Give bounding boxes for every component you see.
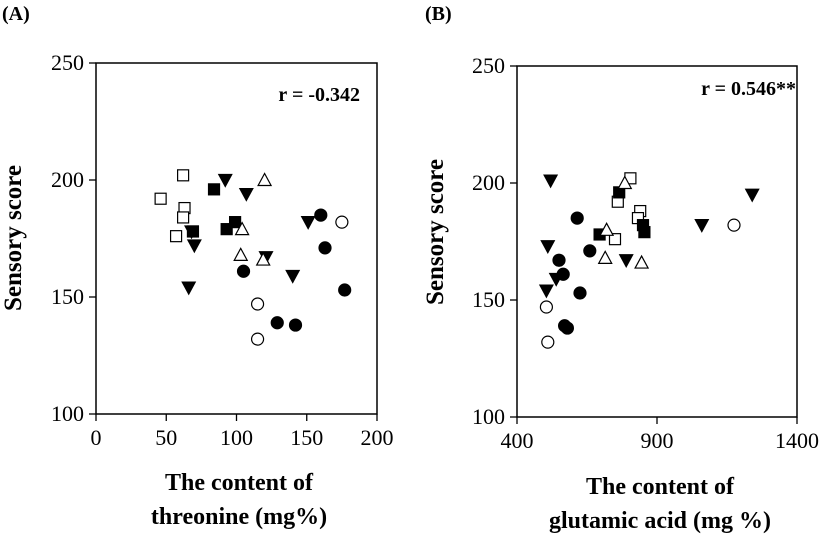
panel-a-point-open-triangle — [255, 251, 271, 266]
panel-a-y-axis-label: Sensory score — [0, 165, 27, 311]
panel-a-point-open-triangle — [233, 247, 249, 261]
panel-a-point-filled-circle — [270, 316, 284, 330]
panel-a-point-filled-triangle-down — [300, 216, 316, 230]
panel-b-x-tick-label: 900 — [641, 428, 674, 453]
panel-b-y-tick-label: 200 — [472, 170, 505, 195]
panel-b-point-open-circle — [539, 300, 554, 314]
panel-b-point-filled-circle — [573, 286, 587, 300]
panel-a-point-filled-square — [220, 223, 233, 236]
panel-a-point-filled-triangle-down — [285, 269, 301, 284]
panel-a-x-tick-label: 200 — [361, 425, 394, 450]
panel-a-x-axis-label-line2: threonine (mg%) — [151, 504, 327, 530]
panel-b-y-tick-label: 150 — [472, 287, 505, 312]
panel-a-point-open-circle — [250, 297, 265, 311]
panel-b-point-open-triangle — [617, 175, 633, 190]
panel-b-point-filled-triangle-down — [538, 284, 554, 299]
panel-b-y-axis-label: Sensory score — [422, 159, 449, 305]
panel-a-point-open-triangle — [257, 172, 273, 187]
panel-b-point-filled-triangle-down — [744, 188, 760, 203]
panel-a-point-filled-circle — [236, 264, 251, 278]
panel-a-point-filled-circle — [318, 241, 332, 255]
panel-a-point-filled-triangle-down — [181, 281, 197, 296]
panel-a-point-filled-triangle-down — [184, 225, 200, 240]
panel-b-point-filled-triangle-down — [618, 254, 634, 268]
panel-b-label: (B) — [425, 3, 452, 25]
panel-a-x-tick-label: 50 — [155, 425, 177, 450]
panel-b-correlation: r = 0.546** — [701, 78, 796, 100]
panel-b-y-tick-label: 100 — [472, 404, 505, 429]
panel-a-label: (A) — [2, 3, 30, 25]
panel-a-x-axis-label-line1: The content of — [165, 470, 314, 496]
panel-a-point-open-circle — [250, 332, 265, 346]
panel-b-point-filled-circle — [583, 244, 597, 258]
panel-b-point-filled-circle — [560, 321, 575, 335]
panel-a-point-filled-square — [228, 216, 242, 229]
panel-a-point-open-square — [177, 169, 190, 182]
panel-a-point-filled-triangle-down — [217, 173, 233, 188]
panel-b-point-filled-triangle-down — [540, 240, 556, 254]
panel-b-points — [538, 172, 760, 349]
panel-b-plot-frame — [516, 65, 798, 418]
panel-a-plot-frame — [95, 62, 378, 415]
panel-b-y-tick-label: 250 — [472, 53, 505, 78]
panel-b-point-filled-circle — [570, 211, 584, 225]
panel-b-point-open-circle — [727, 218, 741, 232]
panel-a-point-filled-circle — [338, 283, 352, 297]
panel-a-y-tick-label: 150 — [51, 284, 84, 309]
panel-b-point-filled-circle — [552, 253, 566, 267]
panel-a-point-open-square — [154, 192, 167, 205]
panel-b-x-tick-label: 1400 — [775, 428, 819, 453]
panel-b-x-axis-label-line2: glutamic acid (mg %) — [549, 508, 771, 534]
panel-b-point-open-triangle — [634, 254, 650, 269]
panel-b-point-filled-triangle-down — [543, 174, 559, 189]
panel-a-x-tick-label: 0 — [91, 425, 102, 450]
panel-b-point-filled-circle — [556, 267, 570, 281]
panel-a-point-filled-triangle-down — [238, 187, 254, 202]
panel-b-point-open-circle — [541, 335, 555, 349]
panel-b-ticks: 100 150 200 250 400 900 1400 — [472, 53, 819, 453]
panel-a-point-filled-circle — [288, 318, 303, 332]
panel-b: (B) r = 0.546** Sensory score The conten… — [422, 3, 819, 534]
panel-b-point-open-triangle — [597, 250, 613, 264]
panel-a-x-tick-label: 100 — [220, 425, 253, 450]
panel-a-points — [154, 169, 352, 346]
panel-a-point-filled-triangle-down — [186, 239, 202, 254]
panel-b-point-filled-square — [638, 226, 651, 239]
panel-b-point-filled-triangle-down — [694, 219, 710, 233]
panel-b-x-axis-label-line1: The content of — [586, 474, 735, 500]
panel-a-point-open-circle — [335, 215, 349, 229]
panel-a-point-open-triangle — [234, 221, 250, 236]
panel-a-y-tick-label: 250 — [51, 50, 84, 75]
panel-b-point-open-square — [608, 233, 622, 246]
panel-a-y-tick-label: 200 — [51, 167, 84, 192]
panel-a-point-filled-circle — [314, 208, 328, 222]
panel-a-y-tick-label: 100 — [51, 401, 84, 426]
panel-a-ticks: 100 150 200 250 0 50 100 150 200 — [51, 50, 394, 450]
panel-b-x-tick-label: 400 — [501, 428, 534, 453]
panel-a-point-filled-square — [207, 183, 221, 196]
panel-a-x-tick-label: 150 — [290, 425, 323, 450]
panel-a-point-open-square — [169, 230, 183, 243]
panel-b-point-open-triangle — [599, 222, 615, 236]
panel-a-correlation: r = -0.342 — [278, 84, 360, 106]
panel-a: (A) r = -0.342 Sensory score The content… — [0, 3, 394, 530]
panel-a-point-open-square — [177, 211, 190, 224]
